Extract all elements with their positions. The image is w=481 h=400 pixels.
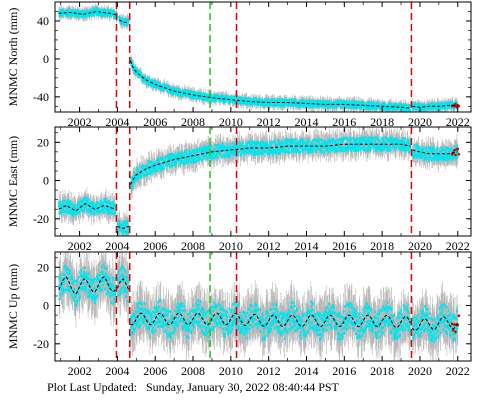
- x-tick-label: 2016: [332, 364, 356, 378]
- trend-line: [130, 143, 411, 185]
- chart-panel-2: -20 0 20 2002 2004 2006 2008 2010 2012 2014 2016 20…: [6, 126, 472, 253]
- trend-line: [119, 19, 129, 24]
- trend-line: [58, 276, 116, 295]
- recent-point: [457, 153, 461, 156]
- y-axis-label: MNMC Up (mm): [6, 264, 20, 349]
- y-tick-label: 0: [43, 299, 49, 313]
- plot-area-3: [57, 252, 461, 361]
- plot-updated-footer: Plot Last Updated: Sunday, January 30, 2…: [47, 380, 339, 395]
- x-tick-label: 2002: [68, 115, 92, 129]
- x-tick-label: 2020: [408, 115, 432, 129]
- chart-panel-1: -40 0 40 2002 2004 2006 2008 2010 2012 2014 2016 20…: [6, 1, 472, 129]
- trend-line: [411, 316, 459, 331]
- x-tick-label: 2002: [68, 364, 92, 378]
- x-tick-label: 2016: [332, 115, 356, 129]
- y-tick-label: 40: [37, 14, 49, 28]
- y-tick-label: -20: [33, 212, 49, 226]
- recent-point: [453, 323, 456, 326]
- chart-panel-3: -20 0 20 2002 2004 2006 2008 2010 2012 2014 2016 20…: [6, 251, 472, 378]
- trend-line: [412, 149, 458, 155]
- x-tick-label: 2012: [257, 115, 281, 129]
- x-tick-label: 2022: [446, 115, 470, 129]
- trend-line: [116, 278, 130, 290]
- x-tick-label: 2004: [105, 115, 129, 129]
- recent-point: [456, 147, 460, 151]
- x-tick-label: 2002: [68, 239, 92, 253]
- x-tick-label: 2014: [294, 364, 318, 378]
- y-tick-label: 0: [43, 174, 49, 188]
- data-points: [57, 7, 459, 112]
- x-tick-label: 2008: [181, 364, 205, 378]
- error-bars: [58, 252, 459, 361]
- trend-line: [117, 225, 129, 229]
- x-tick-label: 2020: [408, 364, 432, 378]
- x-tick-label: 2010: [219, 239, 243, 253]
- x-tick-label: 2014: [294, 115, 318, 129]
- axes-frame: [54, 251, 472, 362]
- plot-area-2: [57, 127, 461, 236]
- plot-area-1: [57, 2, 461, 112]
- recent-point: [451, 328, 455, 332]
- x-tick-label: 2008: [181, 239, 205, 253]
- x-tick-label: 2006: [143, 115, 167, 129]
- x-tick-label: 2004: [105, 239, 129, 253]
- y-axis-label: MNMC East (mm): [6, 136, 20, 227]
- y-tick-label: -20: [33, 337, 49, 351]
- x-tick-label: 2022: [446, 364, 470, 378]
- axes-frame: [54, 1, 472, 113]
- x-tick-label: 2006: [143, 239, 167, 253]
- trend-line: [130, 312, 411, 328]
- x-tick-label: 2010: [219, 364, 243, 378]
- recent-point: [454, 330, 457, 334]
- x-tick-label: 2020: [408, 239, 432, 253]
- x-tick-label: 2010: [219, 115, 243, 129]
- y-tick-label: 0: [43, 52, 49, 66]
- recent-point: [454, 153, 457, 157]
- axes-frame: [54, 126, 472, 237]
- x-tick-label: 2018: [370, 239, 394, 253]
- plot-updated-value: Sunday, January 30, 2022 08:40:44 PST: [146, 380, 339, 394]
- y-tick-label: 20: [37, 135, 49, 149]
- x-tick-label: 2018: [370, 115, 394, 129]
- x-tick-label: 2012: [257, 364, 281, 378]
- recent-point: [457, 314, 461, 318]
- trend-line: [58, 202, 116, 212]
- x-tick-label: 2012: [257, 239, 281, 253]
- recent-point: [454, 102, 457, 106]
- data-points: [57, 263, 459, 343]
- trend-line: [130, 60, 411, 109]
- plot-updated-label: Plot Last Updated:: [47, 380, 137, 394]
- recent-point: [457, 104, 461, 108]
- x-tick-label: 2016: [332, 239, 356, 253]
- y-axis-label: MNMC North (mm): [6, 8, 20, 107]
- x-tick-label: 2018: [370, 364, 394, 378]
- data-points: [57, 136, 459, 236]
- x-tick-label: 2014: [294, 239, 318, 253]
- x-tick-label: 2006: [143, 364, 167, 378]
- y-tick-label: -40: [33, 90, 49, 104]
- x-tick-label: 2008: [181, 115, 205, 129]
- recent-point: [450, 322, 454, 326]
- x-tick-label: 2004: [105, 364, 129, 378]
- x-tick-label: 2022: [446, 239, 470, 253]
- recent-point: [453, 148, 456, 152]
- y-tick-label: 20: [37, 260, 49, 274]
